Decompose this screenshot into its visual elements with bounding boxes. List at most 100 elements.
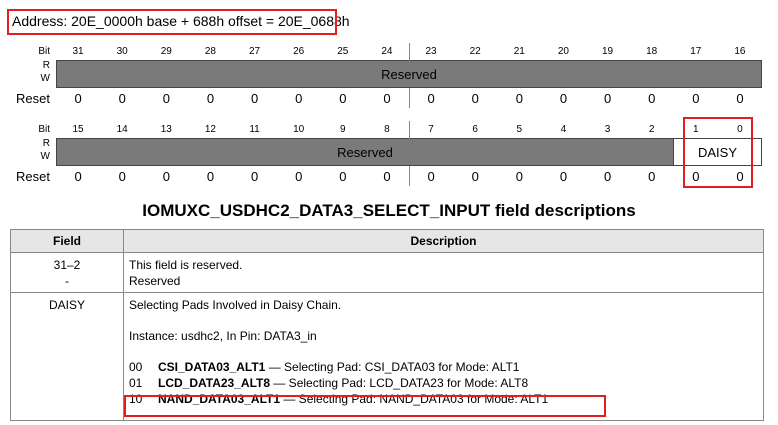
bit-number: 0 xyxy=(737,124,743,135)
reset-value: 0 xyxy=(250,91,259,106)
bit-number: 15 xyxy=(72,124,84,135)
option-text: — Selecting Pad: CSI_DATA03 for Mode: AL… xyxy=(265,360,520,374)
field-descriptions-table: Field Description 31–2 - This field is r… xyxy=(10,229,764,421)
reset-value: 0 xyxy=(206,91,215,106)
reset-value: 0 xyxy=(74,91,82,106)
reset-value: 0 xyxy=(736,169,744,184)
bit-number: 12 xyxy=(204,124,216,135)
bit-number: 9 xyxy=(340,124,346,135)
upper-bit-number-row: Bit 31 30 29 28 27 26 25 24 23 22 21 20 19 18 17 16 xyxy=(0,46,778,58)
reset-value: 0 xyxy=(339,169,347,184)
reset-value: 0 xyxy=(206,169,215,184)
option-text: — Selecting Pad: LCD_DATA23 for Mode: AL… xyxy=(270,376,529,390)
reset-value: 0 xyxy=(427,91,435,106)
bit-number: 14 xyxy=(116,124,128,135)
bit-number: 27 xyxy=(249,46,261,57)
reset-value: 0 xyxy=(559,91,568,106)
reset-label: Reset xyxy=(16,169,50,184)
description-line: Instance: usdhc2, In Pin: DATA3_in xyxy=(129,329,317,343)
bit-number: 10 xyxy=(293,124,305,135)
daisy-field: DAISY xyxy=(673,138,762,166)
bit-number: 1 xyxy=(693,124,699,135)
lower-reserved-label: Reserved xyxy=(337,144,393,160)
field-cell: DAISY xyxy=(10,292,124,421)
bit-number: 3 xyxy=(604,124,611,135)
reset-value: 0 xyxy=(471,169,479,184)
daisy-option: 01 LCD_DATA23_ALT8 — Selecting Pad: LCD_D… xyxy=(129,375,763,391)
lower-reserved-field: Reserved xyxy=(56,138,674,166)
bit-number: 2 xyxy=(648,124,655,135)
reset-label: Reset xyxy=(16,91,50,106)
table-header-row: Field Description xyxy=(10,229,764,253)
bit-number: 31 xyxy=(72,46,84,57)
read-label: R xyxy=(42,138,50,149)
bit-label: Bit xyxy=(38,124,50,135)
address-highlight xyxy=(7,9,337,35)
table-row: DAISY Selecting Pads Involved in Daisy C… xyxy=(10,292,764,421)
bit-number: 21 xyxy=(513,46,525,57)
option-name: LCD_DATA23_ALT8 xyxy=(158,376,271,390)
field-cell: 31–2 - xyxy=(10,252,124,293)
bit-number: 6 xyxy=(472,124,478,135)
bit-number: 4 xyxy=(560,124,567,135)
bit-number: 22 xyxy=(469,46,481,57)
reset-value: 0 xyxy=(648,91,656,106)
reset-value: 0 xyxy=(515,91,523,106)
description-line: Reserved xyxy=(129,274,181,288)
description-line: This field is reserved. xyxy=(129,258,243,272)
lower-reset-row: Reset 0 0 0 0 0 0 0 0 0 0 0 0 0 0 0 0 xyxy=(0,169,778,185)
bit-number: 24 xyxy=(381,46,393,57)
daisy-option: 00 CSI_DATA03_ALT1 — Selecting Pad: CSI_D… xyxy=(129,359,763,375)
reset-value: 0 xyxy=(515,169,523,184)
upper-reserved-label: Reserved xyxy=(381,66,437,82)
option-code: 00 xyxy=(129,360,143,374)
register-address: Address: 20E_0000h base + 688h offset = … xyxy=(12,13,350,29)
bit-number: 7 xyxy=(428,124,434,135)
bit-number: 20 xyxy=(557,46,569,57)
bit-number: 11 xyxy=(249,124,260,135)
description-line: Selecting Pads Involved in Daisy Chain. xyxy=(129,298,342,312)
table-row: 31–2 - This field is reserved. Reserved xyxy=(10,252,764,293)
lower-bit-number-row: Bit 15 14 13 12 11 10 9 8 7 6 5 4 3 2 1 0 xyxy=(0,124,778,136)
read-label: R xyxy=(42,60,50,71)
bit-label: Bit xyxy=(38,46,50,57)
field-bits: 31–2 xyxy=(53,258,81,272)
bit-number: 26 xyxy=(293,46,305,57)
lower-byte-separator xyxy=(409,121,410,139)
reset-value: 0 xyxy=(162,91,170,106)
reset-value: 0 xyxy=(603,169,612,184)
upper-byte-separator xyxy=(409,43,410,61)
reset-value: 0 xyxy=(295,169,303,184)
bit-number: 18 xyxy=(646,46,658,57)
reset-value: 0 xyxy=(736,91,744,106)
bit-number: 5 xyxy=(516,124,523,135)
reset-value: 0 xyxy=(74,169,82,184)
description-cell: Selecting Pads Involved in Daisy Chain. … xyxy=(123,292,764,421)
bit-number: 13 xyxy=(160,124,172,135)
reset-value: 0 xyxy=(648,169,656,184)
daisy-field-label: DAISY xyxy=(697,144,737,160)
bit-number: 16 xyxy=(734,46,746,57)
reset-value: 0 xyxy=(692,91,700,106)
upper-reserved-field: Reserved xyxy=(56,60,762,88)
reset-value: 0 xyxy=(692,169,700,184)
reset-value: 0 xyxy=(339,91,347,106)
reset-value: 0 xyxy=(427,169,435,184)
bit-number: 23 xyxy=(425,46,437,57)
write-label: W xyxy=(40,151,50,162)
bit-number: 29 xyxy=(160,46,172,57)
description-cell: This field is reserved. Reserved xyxy=(123,252,764,293)
bit-number: 19 xyxy=(602,46,614,57)
reset-value: 0 xyxy=(118,91,126,106)
bit-number: 25 xyxy=(337,46,349,57)
lower-reset-separator xyxy=(409,166,410,186)
bit-number: 30 xyxy=(116,46,128,57)
upper-reset-row: Reset 0 0 0 0 0 0 0 0 0 0 0 0 0 0 0 0 xyxy=(0,91,778,107)
bit-number: 17 xyxy=(690,46,702,57)
field-column-header: Field xyxy=(10,229,124,253)
reset-value: 0 xyxy=(471,91,479,106)
write-label: W xyxy=(40,73,50,84)
bit-number: 8 xyxy=(384,124,390,135)
upper-reset-separator xyxy=(409,88,410,108)
reset-value: 0 xyxy=(383,91,391,106)
